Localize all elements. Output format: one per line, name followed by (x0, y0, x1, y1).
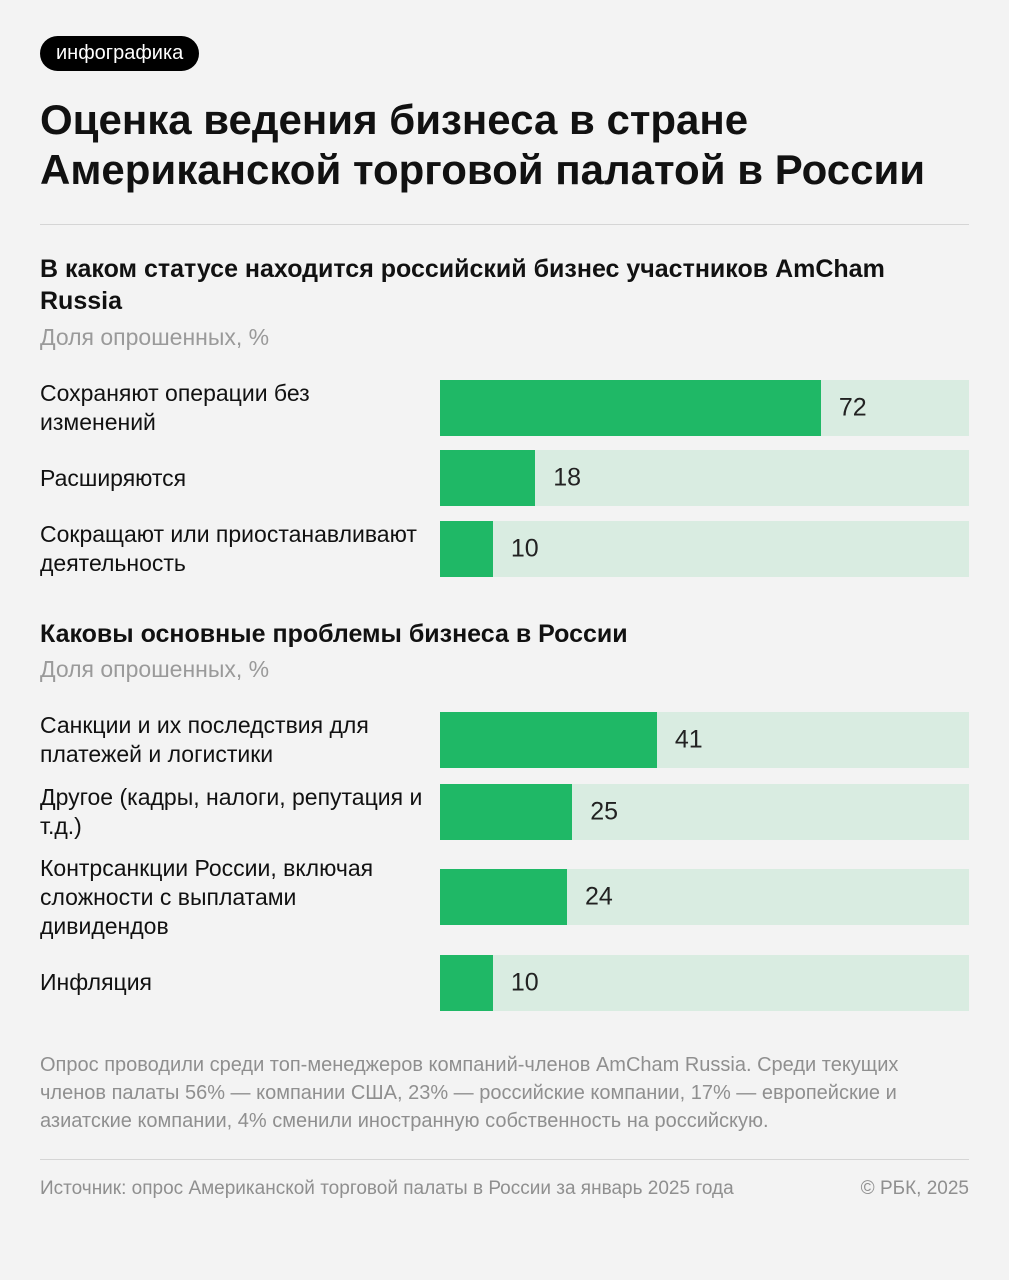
bar-label: Расширяются (40, 464, 440, 493)
bar-fill (440, 450, 535, 506)
chart-subtitle: Доля опрошенных, % (40, 324, 969, 351)
chart-subtitle: Доля опрошенных, % (40, 656, 969, 683)
bar-label: Санкции и их последствия для платежей и … (40, 711, 440, 769)
bar-fill (440, 521, 493, 577)
bar-outer: 18 (440, 450, 969, 506)
bar-row: Расширяются 18 (40, 450, 969, 506)
chart-section: Каковы основные проблемы бизнеса в Росси… (40, 618, 969, 1011)
bar-value: 18 (553, 464, 581, 493)
bar-outer: 10 (440, 521, 969, 577)
chart-title: В каком статусе находится российский биз… (40, 253, 969, 318)
page-title: Оценка ведения бизнеса в стране Американ… (40, 95, 969, 196)
bar-label: Сохраняют операции без изменений (40, 379, 440, 437)
bar-fill (440, 380, 821, 436)
bar-label: Сокращают или приостанавливают деятельно… (40, 520, 440, 578)
bar-row: Санкции и их последствия для платежей и … (40, 711, 969, 769)
bar-outer: 24 (440, 869, 969, 925)
chart-section: В каком статусе находится российский биз… (40, 253, 969, 578)
bar-row: Инфляция 10 (40, 955, 969, 1011)
bar-row: Другое (кадры, налоги, репутация и т.д.)… (40, 783, 969, 841)
charts-container: В каком статусе находится российский биз… (40, 253, 969, 1011)
bar-row: Сокращают или приостанавливают деятельно… (40, 520, 969, 578)
footer-divider (40, 1159, 969, 1160)
footnote: Опрос проводили среди топ-менеджеров ком… (40, 1051, 969, 1135)
bar-fill (440, 784, 572, 840)
bar-label: Контрсанкции России, включая сложности с… (40, 854, 440, 940)
source-text: Источник: опрос Американской торговой па… (40, 1178, 734, 1200)
bar-value: 10 (511, 968, 539, 997)
bar-outer: 41 (440, 712, 969, 768)
bar-value: 25 (590, 797, 618, 826)
divider (40, 224, 969, 225)
bar-value: 72 (839, 393, 867, 422)
bar-outer: 25 (440, 784, 969, 840)
category-badge: инфографика (40, 36, 199, 71)
bar-fill (440, 869, 567, 925)
bar-row: Сохраняют операции без изменений 72 (40, 379, 969, 437)
bar-value: 24 (585, 883, 613, 912)
bar-value: 10 (511, 535, 539, 564)
footer-row: Источник: опрос Американской торговой па… (40, 1178, 969, 1200)
bar-fill (440, 955, 493, 1011)
bar-label: Другое (кадры, налоги, репутация и т.д.) (40, 783, 440, 841)
bar-label: Инфляция (40, 968, 440, 997)
bar-outer: 10 (440, 955, 969, 1011)
bar-outer: 72 (440, 380, 969, 436)
bar-fill (440, 712, 657, 768)
chart-title: Каковы основные проблемы бизнеса в Росси… (40, 618, 969, 651)
bar-row: Контрсанкции России, включая сложности с… (40, 854, 969, 940)
copyright-text: © РБК, 2025 (861, 1178, 969, 1200)
bar-value: 41 (675, 726, 703, 755)
